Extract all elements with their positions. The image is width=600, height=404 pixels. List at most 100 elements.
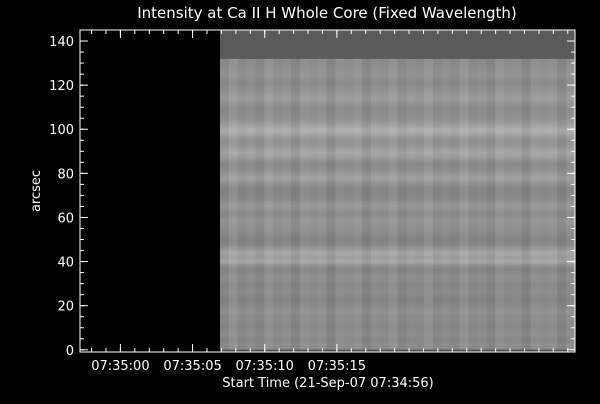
- y-axis-ticks: 0 20 40 60 80 100 120 140: [49, 29, 575, 359]
- intensity-row: [219, 283, 576, 287]
- intensity-row: [219, 131, 576, 135]
- intensity-row: [219, 184, 576, 188]
- intensity-row: [219, 146, 576, 150]
- intensity-row: [219, 129, 576, 133]
- intensity-row: [219, 257, 576, 260]
- intensity-row: [219, 329, 576, 333]
- intensity-row: [219, 82, 576, 86]
- texture-column: [424, 58, 433, 350]
- intensity-row: [219, 213, 576, 216]
- y-tick-label: 100: [49, 123, 74, 138]
- intensity-row: [219, 175, 576, 179]
- intensity-row: [219, 173, 576, 177]
- intensity-row: [219, 299, 576, 302]
- intensity-row: [219, 312, 576, 316]
- intensity-row: [219, 89, 576, 93]
- intensity-row: [219, 334, 576, 338]
- intensity-row: [219, 274, 576, 278]
- intensity-row: [219, 279, 576, 283]
- intensity-row: [219, 340, 576, 344]
- intensity-row: [219, 323, 576, 327]
- intensity-row: [219, 268, 576, 271]
- intensity-row: [219, 210, 576, 214]
- texture-column: [264, 58, 274, 350]
- intensity-row: [219, 116, 576, 119]
- intensity-row: [219, 124, 576, 128]
- texture-column: [255, 58, 265, 350]
- intensity-row: [219, 102, 576, 106]
- x-tick-label: 07:35:05: [163, 359, 221, 374]
- intensity-row: [219, 228, 576, 232]
- intensity-row: [219, 69, 576, 73]
- intensity-row: [219, 288, 576, 291]
- intensity-row: [219, 76, 576, 80]
- intensity-row: [219, 254, 576, 258]
- intensity-row: [219, 224, 576, 227]
- intensity-row: [219, 96, 576, 99]
- intensity-row: [219, 259, 576, 263]
- texture-column: [326, 58, 336, 350]
- y-tick-label: 120: [49, 79, 74, 94]
- intensity-row: [219, 153, 576, 157]
- y-axis-label: arcsec: [29, 170, 44, 212]
- intensity-row: [219, 318, 576, 322]
- intensity-row: [219, 217, 576, 221]
- intensity-row: [219, 237, 576, 241]
- texture-column: [353, 58, 362, 350]
- intensity-row: [219, 127, 576, 130]
- chart-title: Intensity at Ca II H Whole Core (Fixed W…: [137, 4, 516, 22]
- intensity-row: [219, 109, 576, 113]
- intensity-row: [219, 60, 576, 64]
- intensity-row: [219, 93, 576, 97]
- intensity-row: [219, 232, 576, 236]
- texture-column: [220, 59, 229, 350]
- intensity-row: [219, 160, 576, 163]
- texture-column: [309, 59, 318, 350]
- intensity-row: [219, 138, 576, 141]
- intensity-row: [219, 292, 576, 296]
- texture-column: [495, 58, 504, 350]
- texture-column: [361, 58, 371, 350]
- intensity-row: [219, 221, 576, 225]
- x-axis-label: Start Time (21-Sep-07 07:34:56): [222, 376, 433, 391]
- intensity-row: [219, 202, 576, 205]
- intensity-row: [219, 120, 576, 124]
- intensity-row: [219, 191, 576, 194]
- intensity-row: [219, 272, 576, 276]
- plot-frame: [79, 29, 576, 353]
- texture-column: [380, 59, 389, 350]
- intensity-row: [219, 296, 576, 300]
- intensity-row: [219, 155, 576, 159]
- intensity-row: [219, 307, 576, 311]
- intensity-row: [219, 325, 576, 329]
- intensity-row: [219, 243, 576, 247]
- top-block: [219, 30, 576, 59]
- intensity-row: [219, 164, 576, 168]
- texture-column: [442, 59, 451, 350]
- intensity-row: [219, 149, 576, 152]
- intensity-row: [219, 133, 576, 137]
- intensity-row: [219, 78, 576, 82]
- intensity-row: [219, 177, 576, 181]
- texture-column: [273, 59, 282, 350]
- intensity-row: [219, 301, 576, 305]
- intensity-row: [219, 270, 576, 274]
- intensity-row: [219, 91, 576, 95]
- texture-column: [228, 58, 238, 350]
- texture-column: [451, 59, 460, 350]
- intensity-row: [219, 343, 576, 346]
- intensity-row: [219, 80, 576, 84]
- intensity-row: [219, 332, 576, 335]
- intensity-row: [219, 195, 576, 199]
- intensity-row: [219, 310, 576, 313]
- intensity-row: [219, 67, 576, 71]
- x-tick-label: 07:35:10: [236, 359, 294, 374]
- intensity-row: [219, 277, 576, 280]
- intensity-row: [219, 188, 576, 192]
- intensity-row: [219, 305, 576, 309]
- intensity-row: [219, 186, 576, 190]
- texture-column: [557, 58, 567, 350]
- intensity-row: [219, 230, 576, 234]
- y-tick-label: 80: [57, 167, 74, 182]
